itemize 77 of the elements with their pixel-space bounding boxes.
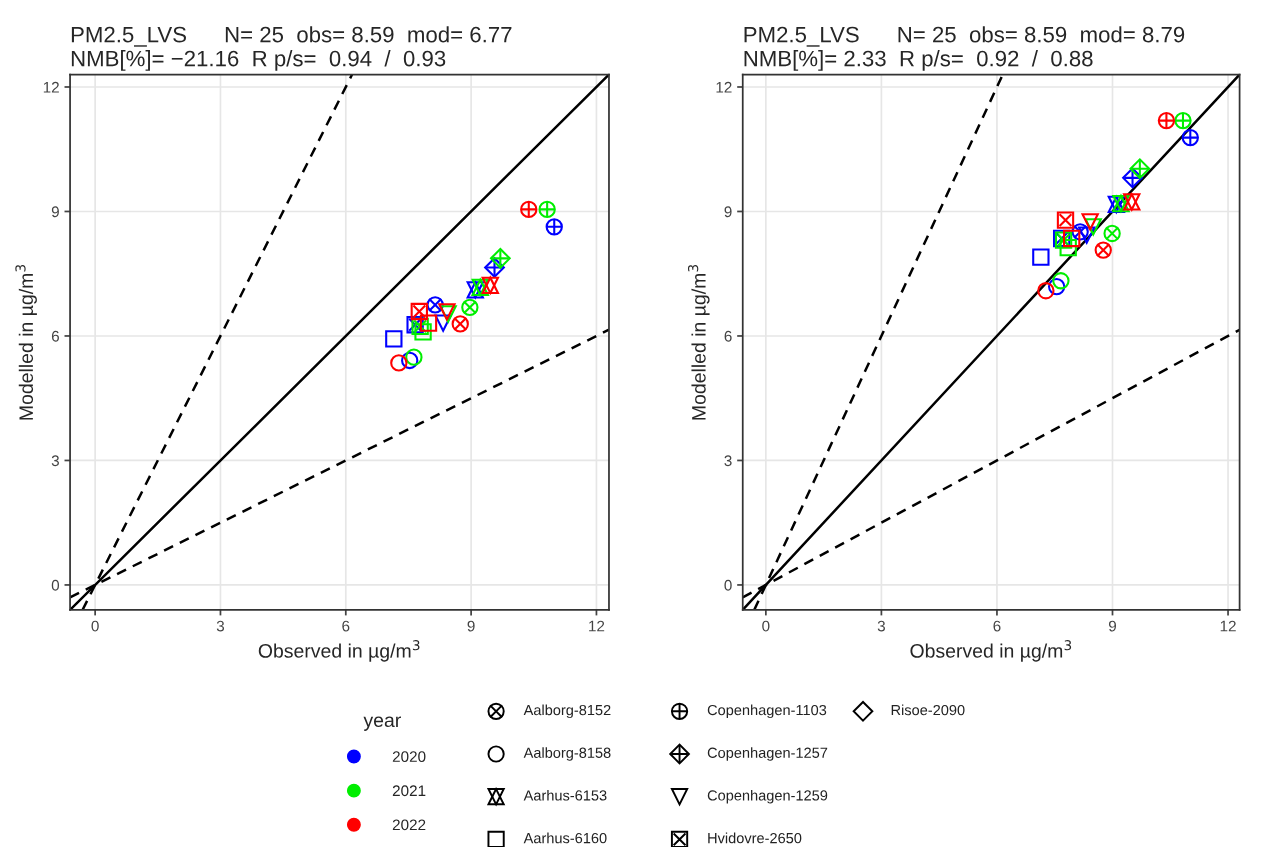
chart-title: PM2.5_LVS N= 25 obs= 8.59 mod= 8.79 (744, 26, 1185, 47)
point (451, 315, 469, 333)
chart-title: PM2.5_LVS N= 25 obs= 8.59 mod= 6.77 (71, 26, 512, 47)
legend-label: 2021 (392, 785, 426, 797)
point (406, 316, 424, 334)
y-tick-label: 3 (51, 455, 59, 467)
point (385, 330, 403, 348)
text: Copenhagen-1103 (707, 704, 827, 719)
x-tick-label: 9 (467, 620, 475, 632)
text: Hvidovre-2650 (708, 832, 802, 844)
point (466, 281, 484, 299)
point (1084, 218, 1102, 236)
text: Risoe-2090 (891, 704, 965, 716)
y-tick-label: 9 (51, 206, 59, 218)
chart-subtitle: NMB[%]= −21.16 R p/s= 0.94 / 0.93 (71, 50, 446, 71)
text: Aalborg-8158 (523, 747, 611, 761)
x-axis-title: Observed in µg/m$^{3}$ (910, 640, 1072, 662)
x-tick-label: 3 (877, 620, 885, 632)
y-tick-label: 0 (51, 579, 60, 591)
point (1078, 226, 1096, 244)
point (1056, 211, 1075, 229)
point (1047, 277, 1066, 296)
point (1181, 128, 1199, 147)
text: Aarhus-6160 (523, 832, 607, 844)
y-tick-label: 6 (724, 330, 732, 342)
chart-subtitle: NMB[%]= 2.33 R p/s= 0.92 / 0.88 (744, 50, 1093, 71)
y-tick-label: 12 (43, 81, 59, 93)
x-tick-label: 12 (589, 620, 605, 632)
point (481, 276, 500, 295)
point (1094, 241, 1112, 259)
point (419, 314, 438, 332)
x-axis-title: Observed in µg/m$^{3}$ (258, 640, 420, 662)
point (1059, 238, 1077, 257)
x-tick-label: 6 (993, 620, 1001, 632)
point (471, 278, 489, 297)
legend-label: 2020 (392, 751, 426, 763)
legend-title: year (363, 716, 401, 731)
point (1123, 193, 1141, 211)
point (461, 298, 479, 317)
point (1103, 224, 1121, 243)
x-tick-label: 12 (1220, 620, 1236, 632)
legend-label: 2022 (392, 819, 426, 831)
point (411, 317, 429, 336)
x-tick-label: 6 (342, 620, 350, 632)
point (545, 218, 563, 236)
point (1052, 272, 1070, 290)
y-tick-label: 0 (724, 579, 732, 591)
y-tick-label: 3 (724, 455, 732, 467)
point (1032, 248, 1050, 266)
y-tick-label: 12 (716, 81, 732, 93)
point (1081, 213, 1099, 231)
x-tick-label: 0 (91, 620, 99, 632)
x-tick-label: 3 (216, 620, 225, 632)
point (1112, 194, 1130, 213)
text: Copenhagen-1259 (707, 789, 828, 804)
point (1157, 111, 1176, 130)
text: Copenhagen-1257 (707, 747, 828, 761)
point (426, 296, 444, 314)
point (1037, 282, 1055, 300)
point (405, 348, 423, 366)
point (1174, 111, 1192, 130)
x-tick-label: 0 (762, 620, 770, 632)
x-tick-label: 9 (1108, 620, 1117, 632)
point (538, 200, 556, 219)
point (401, 351, 419, 370)
text: Aarhus-6153 (523, 789, 607, 801)
point (410, 302, 428, 321)
point (1062, 229, 1081, 248)
point (520, 200, 538, 219)
y-axis-title: Modelled in µg/m$^{3}$ (688, 264, 710, 420)
text: Aalborg-8152 (523, 704, 611, 719)
point (1071, 223, 1089, 241)
point (414, 323, 432, 341)
y-tick-label: 6 (51, 330, 59, 342)
y-axis-title: Modelled in µg/m$^{3}$ (15, 264, 37, 420)
point (390, 354, 408, 372)
y-tick-label: 9 (724, 206, 732, 218)
